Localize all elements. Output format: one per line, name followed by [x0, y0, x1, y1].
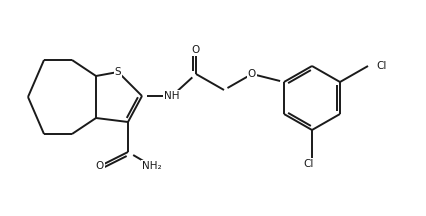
Text: Cl: Cl: [304, 159, 314, 169]
Text: NH₂: NH₂: [142, 161, 162, 171]
Text: O: O: [248, 69, 256, 79]
Text: S: S: [115, 67, 121, 77]
Text: O: O: [96, 161, 104, 171]
Text: O: O: [192, 45, 200, 55]
Text: NH: NH: [164, 91, 180, 101]
Text: Cl: Cl: [376, 61, 386, 71]
